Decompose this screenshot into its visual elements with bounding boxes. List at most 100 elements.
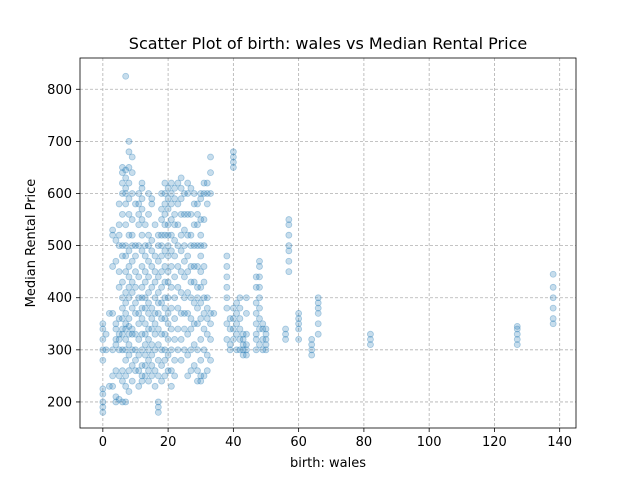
data-point (128, 325, 136, 333)
data-point (132, 309, 139, 317)
data-point (285, 216, 293, 223)
data-point (229, 315, 237, 322)
data-point (141, 362, 149, 369)
data-point (154, 341, 162, 349)
data-point (184, 210, 192, 218)
data-point (549, 320, 557, 328)
data-point (109, 231, 117, 239)
data-point (171, 210, 179, 218)
data-point (194, 367, 201, 375)
data-point (122, 184, 130, 192)
data-point (125, 273, 133, 281)
data-point (99, 390, 107, 398)
data-point (151, 330, 159, 338)
data-point (285, 247, 293, 255)
data-point (135, 309, 143, 317)
data-point (226, 341, 234, 349)
data-point (161, 372, 169, 380)
data-point (181, 226, 188, 234)
data-point (154, 242, 162, 250)
data-point (181, 210, 188, 218)
data-point (119, 367, 126, 375)
data-point (167, 200, 175, 208)
data-point (194, 221, 201, 229)
data-point (167, 247, 175, 255)
data-point (158, 283, 165, 291)
data-point (148, 325, 156, 333)
x-tick-label: 40 (225, 435, 242, 450)
data-point (119, 252, 126, 260)
data-point (145, 346, 152, 354)
data-point (138, 283, 146, 291)
data-point (145, 289, 152, 296)
data-point (190, 242, 198, 250)
data-point (223, 294, 231, 302)
data-point (184, 179, 192, 187)
data-point (112, 398, 120, 406)
data-point (167, 190, 175, 197)
data-point (177, 231, 185, 239)
data-point (243, 341, 250, 349)
data-point (141, 330, 149, 338)
data-point (138, 330, 146, 338)
data-point (151, 346, 159, 354)
data-point (314, 294, 322, 302)
data-point (177, 289, 185, 296)
data-point (295, 336, 303, 343)
data-point (125, 388, 133, 395)
data-point (184, 268, 192, 276)
data-point (158, 330, 165, 338)
data-point (125, 315, 133, 322)
data-point (141, 320, 149, 328)
data-point (128, 242, 136, 250)
data-point (190, 320, 198, 328)
data-point (164, 195, 172, 203)
data-point (141, 294, 149, 302)
y-tick-label: 200 (47, 395, 72, 410)
data-point (194, 242, 201, 250)
data-point (138, 195, 146, 203)
data-point (158, 231, 165, 239)
data-point (174, 283, 182, 291)
data-point (138, 346, 146, 354)
data-point (99, 325, 107, 333)
data-point (200, 309, 208, 317)
data-point (119, 398, 126, 406)
data-point (109, 346, 117, 354)
data-point (187, 231, 195, 239)
data-point (122, 382, 130, 390)
data-point (115, 330, 123, 338)
data-point (187, 210, 195, 218)
points-layer (99, 72, 557, 416)
data-point (197, 299, 205, 307)
data-point (154, 398, 162, 406)
x-tick-label: 20 (160, 435, 177, 450)
data-point (190, 221, 198, 229)
data-point (125, 164, 133, 171)
data-point (187, 346, 195, 354)
data-point (243, 351, 250, 359)
data-point (158, 315, 165, 322)
data-point (314, 330, 322, 338)
data-point (177, 210, 185, 218)
data-point (128, 377, 136, 385)
data-point (154, 408, 162, 416)
data-point (226, 325, 234, 333)
data-point (112, 393, 120, 401)
data-point (158, 362, 165, 369)
data-point (122, 299, 130, 307)
data-point (132, 346, 139, 354)
data-point (252, 320, 260, 328)
data-point (184, 252, 192, 260)
data-point (203, 304, 211, 312)
data-point (128, 346, 136, 354)
data-point (138, 231, 146, 239)
data-point (236, 346, 244, 354)
data-point (135, 200, 143, 208)
data-point (141, 278, 149, 286)
data-point (203, 367, 211, 375)
data-point (167, 367, 175, 375)
data-point (141, 372, 149, 380)
data-point (194, 320, 201, 328)
data-point (187, 315, 195, 322)
